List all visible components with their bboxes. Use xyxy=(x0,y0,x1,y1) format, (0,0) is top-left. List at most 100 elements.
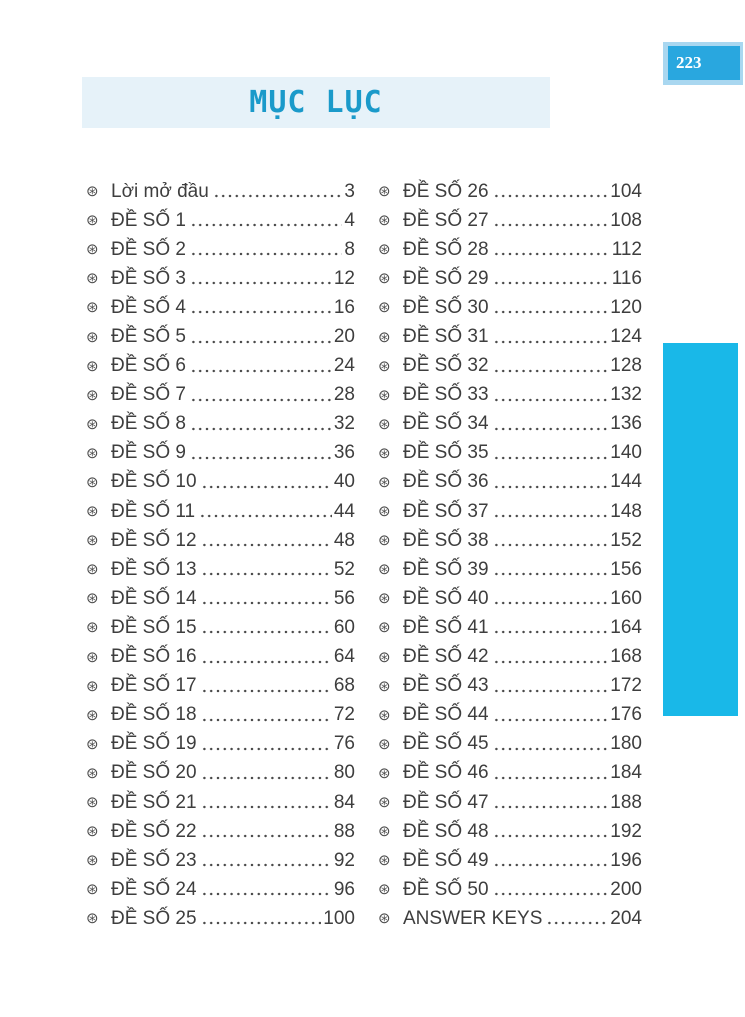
flower-pinwheel-icon: ⊛ xyxy=(86,735,99,753)
dot-leader xyxy=(492,880,609,900)
toc-entry: ⊛ ANSWER KEYS 204 xyxy=(378,904,642,933)
toc-entry: ⊛ ĐỀ SỐ 1 4 xyxy=(86,206,355,235)
dot-leader xyxy=(189,269,332,289)
toc-entry: ⊛ ĐỀ SỐ 9 36 xyxy=(86,439,355,468)
flower-pinwheel-icon: ⊛ xyxy=(86,386,99,404)
dot-leader xyxy=(492,763,609,783)
toc-entry-page-number: 164 xyxy=(610,616,642,638)
toc-entry-label: ĐỀ SỐ 32 xyxy=(403,355,489,377)
toc-entry: ⊛ ĐỀ SỐ 24 96 xyxy=(86,875,355,904)
dot-leader xyxy=(189,240,343,260)
toc-entry-label: ĐỀ SỐ 6 xyxy=(111,355,186,377)
flower-pinwheel-icon: ⊛ xyxy=(86,590,99,608)
dot-leader xyxy=(200,618,332,638)
flower-pinwheel-icon: ⊛ xyxy=(86,881,99,899)
toc-entry-page-number: 184 xyxy=(610,762,642,784)
toc-entry-page-number: 28 xyxy=(333,384,355,406)
toc-entry-label: ĐỀ SỐ 18 xyxy=(111,704,197,726)
toc-entry-page-number: 56 xyxy=(333,587,355,609)
flower-pinwheel-icon: ⊛ xyxy=(378,270,391,288)
toc-entry: ⊛ ĐỀ SỐ 17 68 xyxy=(86,672,355,701)
toc-entry-page-number: 36 xyxy=(333,442,355,464)
toc-entry-label: ĐỀ SỐ 27 xyxy=(403,209,489,231)
toc-entry-page-number: 136 xyxy=(610,413,642,435)
flower-pinwheel-icon: ⊛ xyxy=(378,532,391,550)
flower-pinwheel-icon: ⊛ xyxy=(378,415,391,433)
toc-entry-page-number: 192 xyxy=(610,820,642,842)
dot-leader xyxy=(200,909,322,929)
toc-entry: ⊛ ĐỀ SỐ 8 32 xyxy=(86,410,355,439)
dot-leader xyxy=(200,734,332,754)
flower-pinwheel-icon: ⊛ xyxy=(86,473,99,491)
flower-pinwheel-icon: ⊛ xyxy=(86,619,99,637)
dot-leader xyxy=(492,793,609,813)
toc-entry-page-number: 84 xyxy=(333,791,355,813)
toc-entry-label: ĐỀ SỐ 47 xyxy=(403,791,489,813)
toc-entry: ⊛ ĐỀ SỐ 33 132 xyxy=(378,381,642,410)
toc-entry-page-number: 100 xyxy=(323,907,355,929)
toc-entry: ⊛ ĐỀ SỐ 15 60 xyxy=(86,613,355,642)
toc-entry-page-number: 128 xyxy=(610,355,642,377)
toc-entry-label: Lời mở đầu xyxy=(111,180,209,202)
toc-entry-label: ĐỀ SỐ 29 xyxy=(403,267,489,289)
toc-entry-page-number: 204 xyxy=(610,907,642,929)
dot-leader xyxy=(189,414,332,434)
toc-entry-page-number: 4 xyxy=(344,209,355,231)
toc-entry: ⊛ ĐỀ SỐ 47 188 xyxy=(378,788,642,817)
toc-entry-label: ĐỀ SỐ 1 xyxy=(111,209,186,231)
toc-entry: ⊛ ĐỀ SỐ 21 84 xyxy=(86,788,355,817)
toc-entry: ⊛ ĐỀ SỐ 34 136 xyxy=(378,410,642,439)
toc-entry-page-number: 168 xyxy=(610,646,642,668)
dot-leader xyxy=(189,385,332,405)
flower-pinwheel-icon: ⊛ xyxy=(378,561,391,579)
flower-pinwheel-icon: ⊛ xyxy=(86,706,99,724)
toc-entry: ⊛ ĐỀ SỐ 16 64 xyxy=(86,643,355,672)
toc-entry-label: ĐỀ SỐ 41 xyxy=(403,616,489,638)
toc-entry-page-number: 148 xyxy=(610,500,642,522)
toc-entry: ⊛ ĐỀ SỐ 7 28 xyxy=(86,381,355,410)
toc-entry-label: ĐỀ SỐ 19 xyxy=(111,733,197,755)
flower-pinwheel-icon: ⊛ xyxy=(378,590,391,608)
dot-leader xyxy=(189,327,332,347)
toc-entry-label: ĐỀ SỐ 46 xyxy=(403,762,489,784)
toc-entry-page-number: 16 xyxy=(333,296,355,318)
side-decoration-rect xyxy=(663,343,738,716)
flower-pinwheel-icon: ⊛ xyxy=(86,561,99,579)
toc-entry-label: ĐỀ SỐ 33 xyxy=(403,384,489,406)
flower-pinwheel-icon: ⊛ xyxy=(378,357,391,375)
flower-pinwheel-icon: ⊛ xyxy=(86,503,99,521)
flower-pinwheel-icon: ⊛ xyxy=(378,735,391,753)
toc-entry-page-number: 160 xyxy=(610,587,642,609)
flower-pinwheel-icon: ⊛ xyxy=(86,415,99,433)
toc-entry-page-number: 52 xyxy=(333,558,355,580)
toc-entry: ⊛ ĐỀ SỐ 30 120 xyxy=(378,293,642,322)
toc-entry-label: ĐỀ SỐ 30 xyxy=(403,296,489,318)
toc-entry-label: ĐỀ SỐ 31 xyxy=(403,326,489,348)
toc-entry: ⊛ ĐỀ SỐ 43 172 xyxy=(378,672,642,701)
dot-leader xyxy=(189,443,332,463)
toc-entry-label: ĐỀ SỐ 36 xyxy=(403,471,489,493)
dot-leader xyxy=(492,705,609,725)
dot-leader xyxy=(492,472,609,492)
toc-entry: ⊛ ĐỀ SỐ 39 156 xyxy=(378,555,642,584)
page-number-badge: 223 xyxy=(663,42,743,85)
flower-pinwheel-icon: ⊛ xyxy=(86,357,99,375)
toc-entry: ⊛ ĐỀ SỐ 10 40 xyxy=(86,468,355,497)
toc-entry-label: ĐỀ SỐ 48 xyxy=(403,820,489,842)
page-number-badge-fill: 223 xyxy=(668,46,740,80)
toc-entry: ⊛ ĐỀ SỐ 14 56 xyxy=(86,584,355,613)
dot-leader xyxy=(200,822,332,842)
flower-pinwheel-icon: ⊛ xyxy=(378,852,391,870)
dot-leader xyxy=(492,502,609,522)
dot-leader xyxy=(492,211,609,231)
dot-leader xyxy=(200,647,332,667)
flower-pinwheel-icon: ⊛ xyxy=(378,473,391,491)
toc-entry-label: ĐỀ SỐ 28 xyxy=(403,238,489,260)
toc-entry: ⊛ ĐỀ SỐ 46 184 xyxy=(378,759,642,788)
flower-pinwheel-icon: ⊛ xyxy=(378,619,391,637)
toc-entry-page-number: 200 xyxy=(610,878,642,900)
dot-leader xyxy=(492,531,609,551)
toc-entry: ⊛ ĐỀ SỐ 5 20 xyxy=(86,322,355,351)
toc-entry-page-number: 64 xyxy=(333,646,355,668)
